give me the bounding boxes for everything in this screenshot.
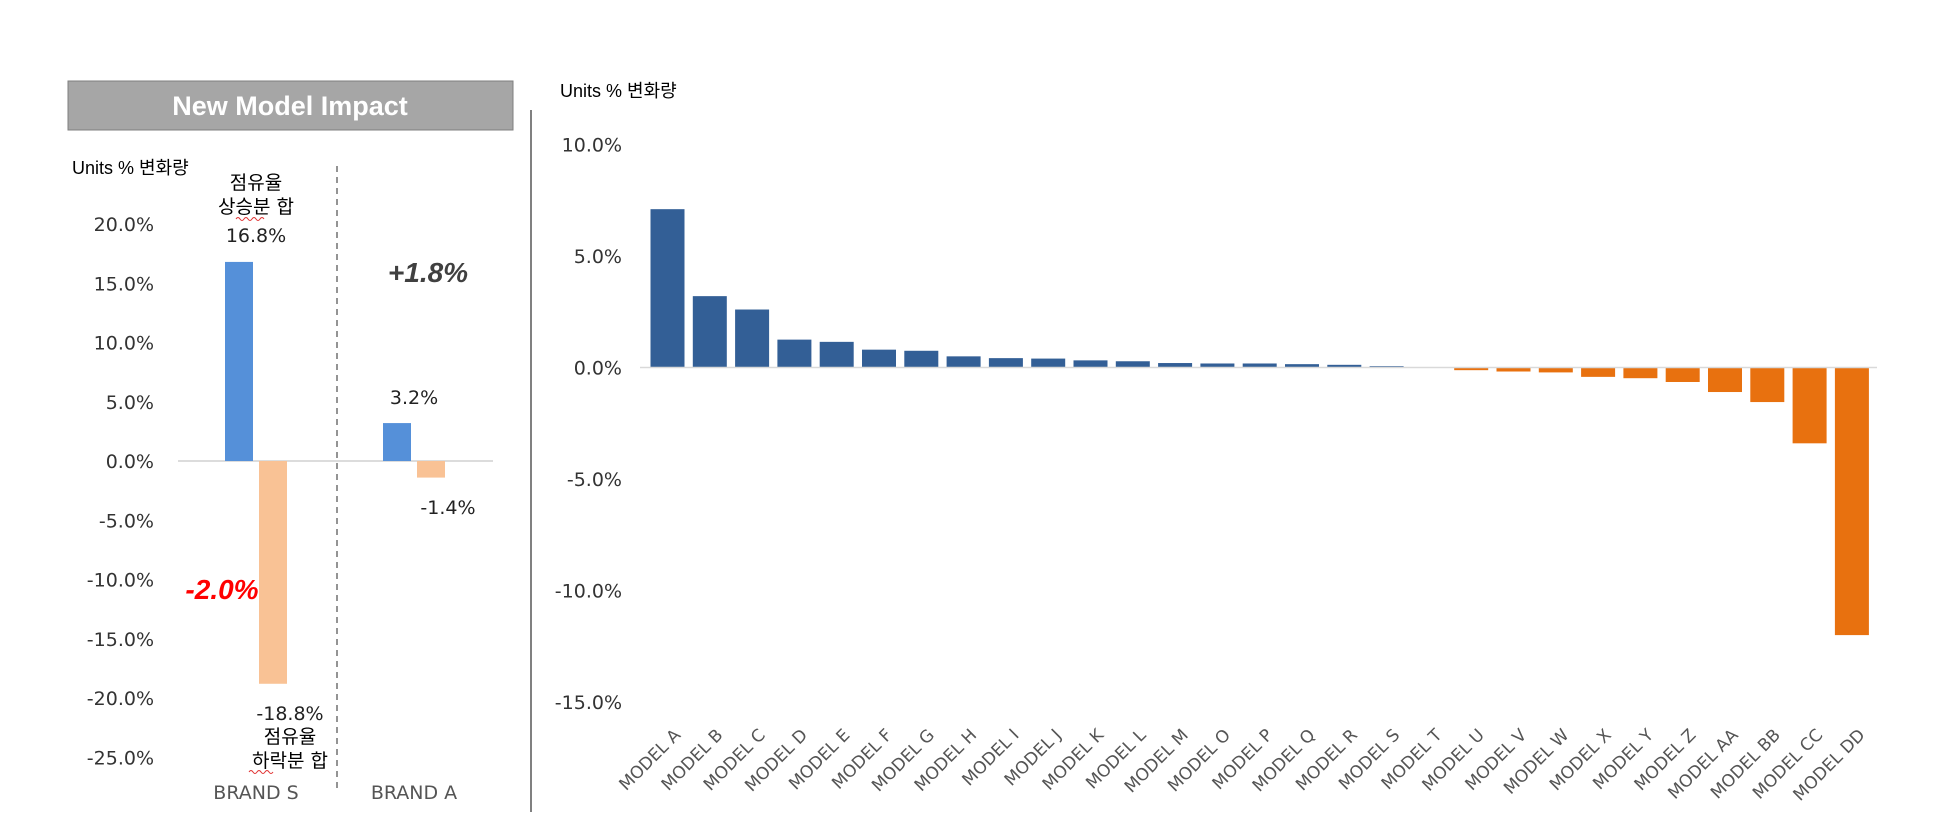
- right-y-tick: -5.0%: [567, 469, 622, 491]
- model-bar: [1708, 367, 1742, 393]
- right-y-ticks: 10.0% 5.0% 0.0% -5.0% -10.0% -15.0%: [555, 135, 622, 715]
- left-y-tick: -15.0%: [87, 629, 154, 651]
- brand-s-up-value: 16.8%: [226, 225, 286, 247]
- model-bar: [1496, 367, 1531, 372]
- left-bar-down: [417, 461, 445, 478]
- model-bar: [1792, 367, 1827, 444]
- brand-a-down-value: -1.4%: [420, 497, 475, 519]
- left-y-tick: 5.0%: [106, 392, 154, 414]
- model-bar: [735, 309, 770, 368]
- brand-a-net-change: +1.8%: [388, 257, 468, 288]
- right-y-tick: 10.0%: [562, 135, 622, 157]
- panel-title: New Model Impact: [172, 91, 408, 121]
- left-bar-up: [225, 261, 253, 461]
- brand-s-down-label-line2: 하락분 합: [252, 750, 328, 772]
- model-bar: [1665, 367, 1700, 382]
- model-bar: [904, 350, 939, 368]
- model-bar: [1242, 363, 1277, 368]
- left-y-tick: 0.0%: [106, 451, 154, 473]
- brand-s-up-label-line1: 점유율: [230, 172, 282, 194]
- spellcheck-underline-down: [248, 770, 274, 774]
- right-y-tick: 0.0%: [574, 358, 622, 380]
- model-bar: [1327, 364, 1362, 368]
- model-bar: [1750, 367, 1785, 403]
- spellcheck-underline-up: [235, 217, 265, 221]
- model-bar: [1158, 363, 1193, 368]
- left-bars: [225, 261, 445, 684]
- model-bar: [1581, 367, 1616, 377]
- model-bar: [1454, 367, 1489, 371]
- left-y-tick: -25.0%: [87, 747, 154, 769]
- right-y-tick: -10.0%: [555, 581, 622, 603]
- left-y-ticks: 20.0% 15.0% 10.0% 5.0% 0.0% -5.0% -10.0% -15.0%…: [87, 214, 154, 769]
- model-bar: [988, 358, 1023, 368]
- brand-s-down-label-line1: 점유율: [264, 726, 316, 748]
- right-y-axis-label: Units % 변화량: [560, 81, 677, 101]
- model-bar: [946, 356, 981, 368]
- right-y-tick: 5.0%: [574, 246, 622, 268]
- left-y-axis-label: Units % 변화량: [72, 158, 189, 178]
- model-bar: [1285, 364, 1319, 368]
- right-y-tick: -15.0%: [555, 692, 622, 714]
- model-bar: [1834, 367, 1869, 636]
- left-y-tick: 20.0%: [94, 214, 154, 236]
- panel-title-box: [67, 80, 514, 131]
- brand-a-tick: BRAND A: [371, 782, 457, 804]
- model-bar: [1623, 367, 1658, 379]
- brand-s-up-label-line2: 상승분 합: [218, 196, 294, 218]
- model-bar: [1538, 367, 1573, 373]
- left-bar-up: [383, 423, 411, 461]
- left-y-tick: 10.0%: [94, 333, 154, 355]
- left-y-tick: -5.0%: [99, 510, 154, 532]
- brand-s-tick: BRAND S: [213, 782, 298, 804]
- brand-a-up-value: 3.2%: [390, 387, 438, 409]
- left-bar-down: [259, 461, 287, 684]
- brand-s-net-change: -2.0%: [185, 574, 258, 605]
- left-y-tick: -20.0%: [87, 688, 154, 710]
- brand-s-down-value: -18.8%: [256, 703, 323, 725]
- model-bar: [1115, 361, 1150, 368]
- model-bar: [692, 296, 727, 368]
- model-bar: [777, 339, 812, 368]
- model-bar: [650, 209, 685, 368]
- right-bars: [650, 209, 1869, 636]
- left-y-tick: 15.0%: [94, 273, 154, 295]
- model-bar: [1200, 363, 1235, 368]
- model-bar: [1073, 360, 1108, 368]
- model-bar: [819, 341, 854, 368]
- model-bar: [862, 349, 896, 368]
- model-bar: [1031, 358, 1066, 368]
- left-y-tick: -10.0%: [87, 570, 154, 592]
